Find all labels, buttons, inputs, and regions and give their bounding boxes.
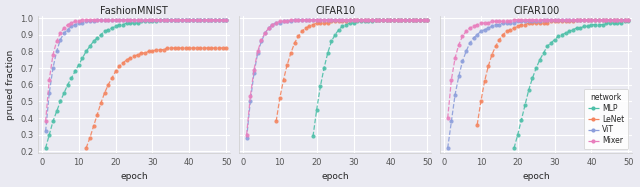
Title: CIFAR100: CIFAR100 [513, 6, 559, 16]
Legend: MLP, LeNet, ViT, Mixer: MLP, LeNet, ViT, Mixer [584, 89, 628, 149]
X-axis label: epoch: epoch [522, 172, 550, 181]
Title: FashionMNIST: FashionMNIST [100, 6, 168, 16]
Title: CIFAR10: CIFAR10 [315, 6, 355, 16]
X-axis label: epoch: epoch [120, 172, 148, 181]
Y-axis label: pruned fraction: pruned fraction [6, 50, 15, 120]
X-axis label: epoch: epoch [321, 172, 349, 181]
